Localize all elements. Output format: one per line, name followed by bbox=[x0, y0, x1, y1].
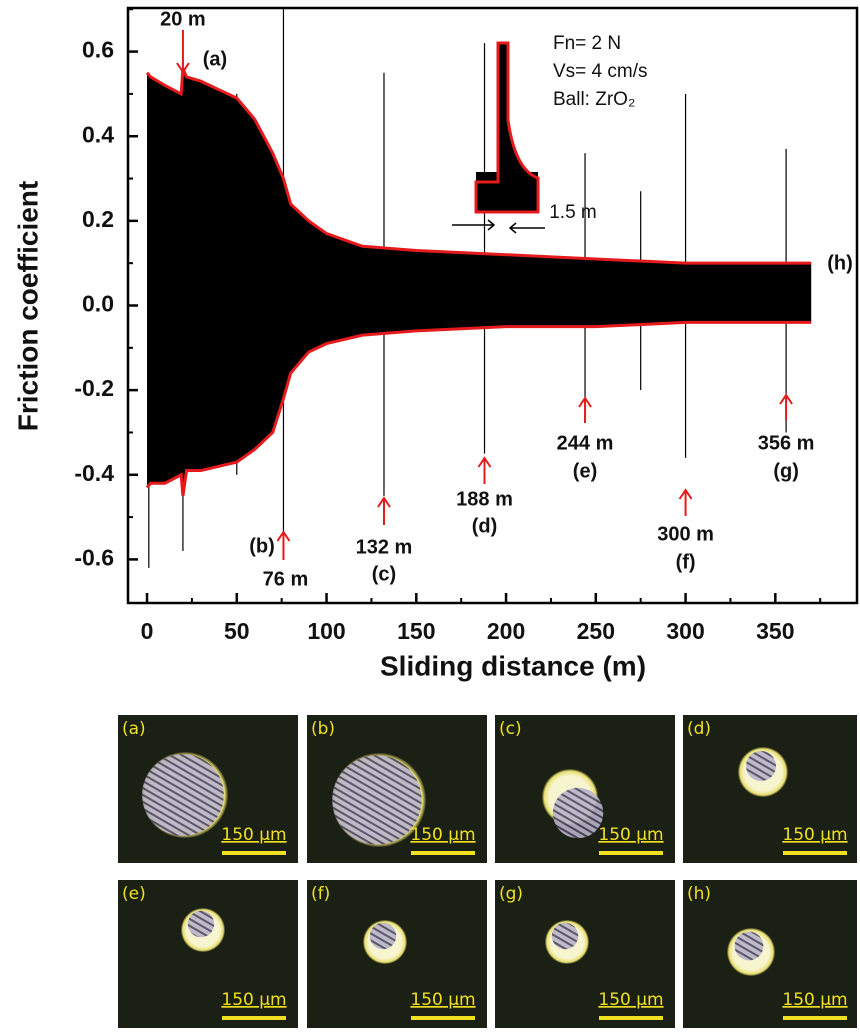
x-tick-label: 200 bbox=[487, 618, 525, 644]
micrograph: (h) 150 µm bbox=[683, 880, 857, 1028]
x-tick-label: 350 bbox=[756, 618, 794, 644]
micrograph-label: (h) bbox=[687, 884, 711, 904]
x-tick-label: 0 bbox=[141, 618, 154, 644]
annotation-label: (e) bbox=[573, 460, 597, 482]
condition-text: Fn= 2 N bbox=[553, 33, 621, 54]
micrograph-label: (a) bbox=[122, 719, 146, 739]
scale-bar bbox=[599, 1016, 663, 1020]
x-axis-title: Sliding distance (m) bbox=[380, 650, 646, 681]
y-tick-label: 0.0 bbox=[82, 291, 114, 317]
x-tick-label: 300 bbox=[666, 618, 704, 644]
annotation-label: (d) bbox=[472, 515, 498, 537]
micrograph: (f) 150 µm bbox=[307, 880, 487, 1028]
inset-arrows bbox=[452, 219, 545, 234]
envelope-line bbox=[145, 320, 812, 497]
annotation-distance: 356 m bbox=[758, 432, 815, 454]
inset: 1.5 m bbox=[452, 41, 597, 234]
annotation-arrow bbox=[176, 30, 190, 74]
y-axis-title: Friction coefficient bbox=[12, 181, 43, 431]
y-tick-label: 0.4 bbox=[82, 121, 114, 147]
micrograph-label: (b) bbox=[311, 719, 335, 739]
scale-bar bbox=[783, 1016, 847, 1020]
micrograph-label: (c) bbox=[499, 719, 522, 739]
annotation-arrow bbox=[578, 396, 592, 423]
condition-text: Vs= 4 cm/s bbox=[553, 61, 648, 82]
annotation-label: (g) bbox=[773, 460, 799, 482]
wear-scar bbox=[746, 751, 776, 781]
annotation-distance: 300 m bbox=[657, 523, 714, 545]
x-tick-label: 50 bbox=[224, 618, 250, 644]
scale-bar bbox=[783, 851, 847, 855]
annotation-arrow bbox=[477, 456, 492, 484]
micrograph-label: (g) bbox=[499, 884, 523, 904]
annotation-arrow bbox=[377, 496, 391, 525]
micrograph-label: (e) bbox=[122, 884, 146, 904]
micrograph: (a) 150 µm bbox=[118, 715, 298, 863]
inset-label: 1.5 m bbox=[549, 202, 597, 223]
micrograph: (d) 150 µm bbox=[683, 715, 857, 863]
x-tick-label: 150 bbox=[397, 618, 435, 644]
annotation-arrow bbox=[678, 488, 693, 516]
scale-label: 150 µm bbox=[782, 990, 847, 1010]
scale-bar bbox=[222, 1016, 286, 1020]
y-tick-label: -0.4 bbox=[74, 460, 114, 486]
micrograph: (e) 150 µm bbox=[118, 880, 298, 1028]
annotation-distance: 20 m bbox=[160, 8, 206, 30]
y-tick-label: 0.6 bbox=[82, 37, 114, 63]
wear-scar bbox=[734, 931, 764, 961]
scale-label: 150 µm bbox=[598, 825, 663, 845]
y-tick-label: -0.2 bbox=[74, 375, 114, 401]
x-tick-label: 100 bbox=[307, 618, 345, 644]
scale-label: 150 µm bbox=[221, 990, 286, 1010]
annotation-distance: 244 m bbox=[557, 432, 614, 454]
micrograph-label: (d) bbox=[687, 719, 711, 739]
envelope-fill bbox=[147, 68, 812, 496]
annotation-label: (h) bbox=[827, 252, 853, 274]
micrograph-bg bbox=[118, 880, 298, 1028]
scale-label: 150 µm bbox=[410, 990, 475, 1010]
annotation-label: (a) bbox=[203, 48, 227, 70]
y-tick-label: -0.6 bbox=[74, 544, 114, 570]
annotation-distance: 188 m bbox=[456, 488, 513, 510]
envelope-line bbox=[145, 67, 812, 265]
scale-label: 150 µm bbox=[598, 990, 663, 1010]
micrograph: (c) 150 µm bbox=[495, 715, 675, 863]
annotation-arrow bbox=[779, 393, 793, 420]
scale-bar bbox=[599, 851, 663, 855]
wear-scar bbox=[369, 922, 397, 950]
condition-text: Ball: ZrO₂ bbox=[553, 89, 635, 110]
micrograph: (g) 150 µm bbox=[495, 880, 675, 1028]
x-tick-label: 250 bbox=[577, 618, 615, 644]
annotation-label: (c) bbox=[372, 563, 396, 585]
wear-scar bbox=[332, 755, 422, 845]
scale-bar bbox=[411, 851, 475, 855]
wear-scar bbox=[552, 787, 604, 839]
scale-label: 150 µm bbox=[782, 825, 847, 845]
micrograph: (b) 150 µm bbox=[307, 715, 487, 863]
scale-label: 150 µm bbox=[221, 825, 286, 845]
annotation-distance: 132 m bbox=[356, 536, 413, 558]
annotation-arrow bbox=[276, 530, 291, 560]
wear-scar bbox=[187, 910, 215, 938]
annotation-distance: 76 m bbox=[263, 568, 309, 590]
scale-bar bbox=[411, 1016, 475, 1020]
scale-bar bbox=[222, 851, 286, 855]
scale-label: 150 µm bbox=[410, 825, 475, 845]
y-tick-label: 0.2 bbox=[82, 206, 114, 232]
wear-scar bbox=[551, 922, 579, 950]
annotation-label: (f) bbox=[676, 551, 696, 573]
annotation-label: (b) bbox=[249, 535, 275, 557]
inset-peak bbox=[474, 41, 540, 214]
micrograph-label: (f) bbox=[311, 884, 330, 904]
wear-scar bbox=[142, 754, 224, 836]
